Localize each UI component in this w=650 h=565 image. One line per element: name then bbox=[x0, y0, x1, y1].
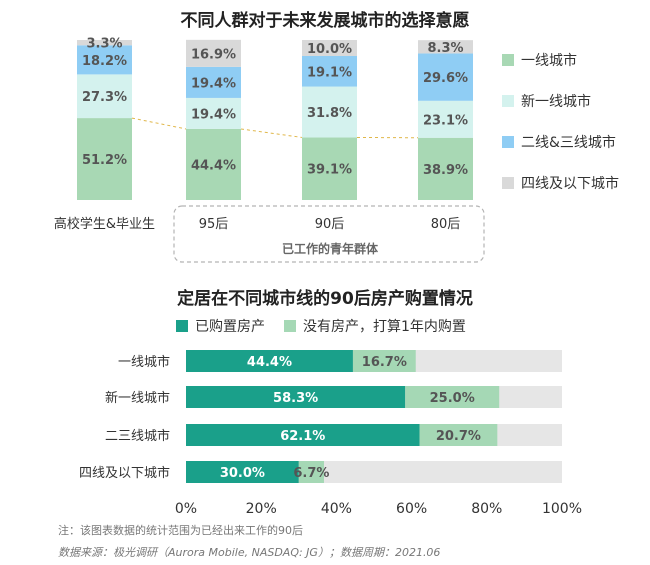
bar-value-label: 20.7% bbox=[436, 429, 481, 444]
bar-segment bbox=[418, 100, 473, 138]
bar-segment bbox=[418, 137, 473, 200]
bar-value-label: 38.9% bbox=[423, 163, 468, 178]
bar-value-label: 8.3% bbox=[427, 41, 463, 56]
bar-value-label: 3.3% bbox=[86, 37, 122, 52]
bar-segment bbox=[77, 118, 132, 200]
bar-segment bbox=[405, 386, 500, 408]
bar-value-label: 29.6% bbox=[423, 71, 468, 86]
bar-value-label: 44.4% bbox=[247, 355, 292, 370]
category-label: 一线城市 bbox=[118, 354, 170, 370]
legend-swatch bbox=[502, 136, 514, 148]
legend-swatch bbox=[284, 320, 296, 332]
bar-value-label: 19.1% bbox=[307, 65, 352, 80]
top-legend-item: 新一线城市 bbox=[502, 91, 591, 111]
bar-segment bbox=[302, 56, 357, 87]
category-label: 二三线城市 bbox=[105, 428, 170, 444]
category-label: 95后 bbox=[199, 217, 229, 232]
data-source: 数据来源：极光调研（Aurora Mobile, NASDAQ: JG）；数据周… bbox=[58, 546, 441, 559]
x-tick-label: 100% bbox=[542, 501, 582, 517]
category-label: 四线及以下城市 bbox=[79, 465, 170, 481]
bar-segment bbox=[419, 424, 498, 446]
bottom-legend-item: 没有房产，打算1年内购置 bbox=[284, 316, 466, 336]
category-label: 新一线城市 bbox=[105, 390, 170, 406]
group-label: 已工作的青年群体 bbox=[281, 242, 378, 256]
bar-segment bbox=[186, 128, 241, 200]
legend-swatch bbox=[176, 320, 188, 332]
bar-value-label: 23.1% bbox=[423, 113, 468, 128]
category-label: 90后 bbox=[315, 217, 345, 232]
bar-value-label: 16.9% bbox=[191, 47, 236, 62]
x-tick-label: 20% bbox=[246, 501, 277, 517]
bar-value-label: 10.0% bbox=[307, 42, 352, 57]
bar-segment bbox=[302, 137, 357, 200]
bar-value-label: 51.2% bbox=[82, 153, 127, 168]
bar-value-label: 19.4% bbox=[191, 107, 236, 122]
group-box bbox=[173, 205, 485, 263]
category-label: 高校学生&毕业生 bbox=[54, 216, 155, 232]
x-tick-label: 0% bbox=[175, 501, 197, 517]
bar-value-label: 39.1% bbox=[307, 163, 352, 178]
legend-label: 没有房产，打算1年内购置 bbox=[303, 319, 466, 335]
bottom-chart-title: 定居在不同城市线的90后房产购置情况 bbox=[177, 289, 473, 309]
bar-segment bbox=[77, 45, 132, 75]
bar-segment bbox=[302, 86, 357, 138]
top-legend-item: 二线&三线城市 bbox=[502, 132, 616, 152]
bar-segment bbox=[186, 461, 299, 483]
bar-segment bbox=[77, 40, 132, 46]
legend-swatch bbox=[502, 95, 514, 107]
bar-value-label: 16.7% bbox=[362, 355, 407, 370]
bar-segment bbox=[418, 53, 473, 101]
bar-segment bbox=[186, 386, 406, 408]
x-tick-label: 80% bbox=[471, 501, 502, 517]
bar-value-label: 19.4% bbox=[191, 76, 236, 91]
bar-segment bbox=[186, 66, 241, 98]
legend-label: 一线城市 bbox=[521, 53, 577, 69]
top-legend-item: 四线及以下城市 bbox=[502, 173, 619, 193]
bar-segment bbox=[418, 40, 473, 54]
legend-swatch bbox=[502, 54, 514, 66]
bar-segment bbox=[298, 461, 324, 483]
bar-value-label: 25.0% bbox=[430, 391, 475, 406]
bar-segment bbox=[302, 40, 357, 56]
bottom-legend-item: 已购置房产 bbox=[176, 316, 265, 336]
bar-segment bbox=[186, 424, 420, 446]
bar-value-label: 44.4% bbox=[191, 158, 236, 173]
legend-label: 新一线城市 bbox=[521, 94, 591, 110]
bar-value-label: 18.2% bbox=[82, 54, 127, 69]
bar-value-label: 58.3% bbox=[273, 391, 318, 406]
bar-segment bbox=[186, 97, 241, 129]
bar-value-label: 27.3% bbox=[82, 90, 127, 105]
bar-value-label: 62.1% bbox=[280, 429, 325, 444]
bar-value-label: 31.8% bbox=[307, 106, 352, 121]
category-label: 80后 bbox=[431, 217, 461, 232]
bar-value-label: 6.7% bbox=[293, 466, 329, 481]
legend-label: 已购置房产 bbox=[195, 319, 265, 335]
trend-line bbox=[131, 117, 419, 139]
bar-value-label: 30.0% bbox=[220, 466, 265, 481]
top-legend-item: 一线城市 bbox=[502, 50, 577, 70]
bar-segment bbox=[186, 350, 353, 372]
x-tick-label: 40% bbox=[321, 501, 352, 517]
bar-segment bbox=[186, 39, 241, 67]
legend-swatch bbox=[502, 177, 514, 189]
bar-segment bbox=[77, 74, 132, 119]
legend-label: 四线及以下城市 bbox=[521, 176, 619, 192]
legend-label: 二线&三线城市 bbox=[521, 135, 616, 151]
top-chart-title: 不同人群对于未来发展城市的选择意愿 bbox=[180, 11, 470, 31]
x-tick-label: 60% bbox=[396, 501, 427, 517]
bar-segment bbox=[352, 350, 416, 372]
footnote: 注：该图表数据的统计范围为已经出来工作的90后 bbox=[58, 524, 303, 537]
